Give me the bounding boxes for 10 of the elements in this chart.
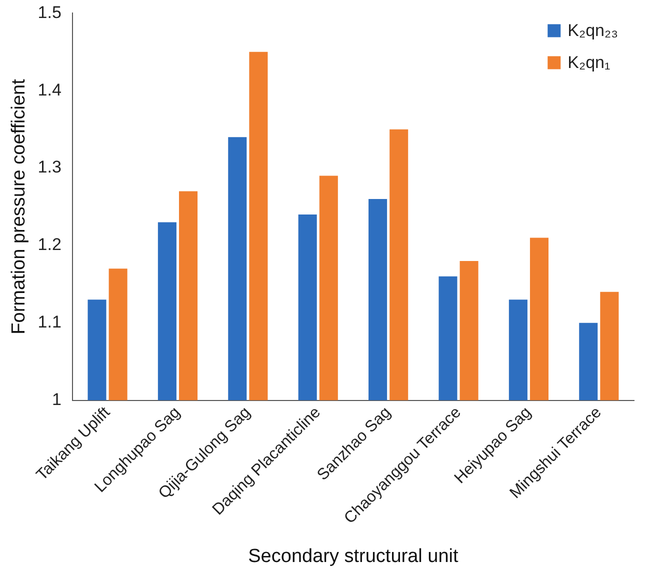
x-axis-title: Secondary structural unit [248,546,460,567]
y-tick-label: 1.1 [38,312,62,332]
y-tick-label: 1 [52,390,62,409]
y-axis-title: Formation pressure coefficient [8,78,30,334]
legend-label: K₂qn₁ [568,52,610,72]
y-tick-label: 1.2 [38,235,62,254]
y-tick-label: 1.3 [38,158,62,177]
y-tick-label: 1.5 [38,2,62,22]
legend-label: K₂qn₂₃ [568,20,618,40]
y-tick-label: 1.4 [38,80,62,100]
